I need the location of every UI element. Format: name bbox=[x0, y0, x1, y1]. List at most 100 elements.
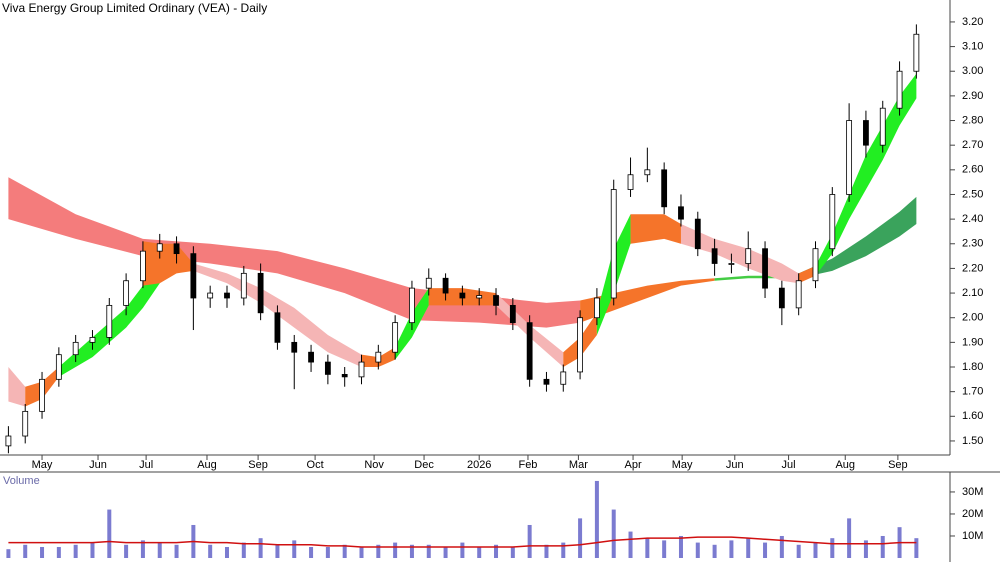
x-tick-label: Oct bbox=[307, 459, 324, 471]
volume-bar bbox=[157, 542, 162, 558]
volume-bar bbox=[662, 540, 667, 558]
y-tick-label: 2.20 bbox=[962, 262, 983, 274]
volume-bar bbox=[393, 542, 398, 558]
candle-body bbox=[72, 341, 79, 356]
x-tick-label: Apr bbox=[624, 459, 641, 471]
y-tick-label: 3.20 bbox=[962, 16, 983, 28]
candle-body bbox=[846, 120, 853, 195]
y-tick-label: 2.40 bbox=[962, 213, 983, 225]
volume-bar bbox=[561, 542, 566, 558]
volume-bar bbox=[208, 544, 213, 558]
candle-body bbox=[560, 371, 567, 385]
volume-bar bbox=[174, 544, 179, 558]
volume-bar bbox=[40, 546, 45, 558]
candle-body bbox=[5, 435, 12, 447]
candle-body bbox=[913, 33, 920, 72]
y-tick-label: 1.80 bbox=[962, 361, 983, 373]
y-tick-label: 2.90 bbox=[962, 90, 983, 102]
candle-body bbox=[140, 250, 146, 282]
y-tick-label: 2.80 bbox=[962, 114, 983, 126]
volume-bar bbox=[258, 538, 263, 558]
candle-body bbox=[812, 248, 819, 282]
candle-body bbox=[156, 243, 163, 252]
volume-bar bbox=[847, 518, 852, 558]
volume-bar bbox=[830, 538, 835, 558]
candle-body bbox=[308, 351, 314, 363]
volume-bar bbox=[443, 546, 448, 558]
volume-bar bbox=[863, 540, 868, 558]
x-tick-label: Dec bbox=[414, 459, 434, 471]
volume-bar bbox=[914, 538, 919, 558]
volume-bar bbox=[409, 544, 414, 558]
volume-bar bbox=[494, 544, 499, 558]
volume-bar bbox=[813, 542, 818, 558]
x-tick-label: May bbox=[32, 459, 53, 471]
volume-bar bbox=[90, 542, 95, 558]
candle-body bbox=[863, 120, 869, 146]
candle-body bbox=[879, 107, 886, 146]
volume-bar bbox=[359, 546, 364, 558]
candle-body bbox=[745, 248, 752, 264]
y-tick-label: 2.70 bbox=[962, 139, 983, 151]
y-tick-label: 2.10 bbox=[962, 287, 983, 299]
volume-bar bbox=[292, 540, 297, 558]
ribbon bbox=[8, 367, 26, 407]
volume-bar bbox=[611, 509, 616, 558]
candle-body bbox=[392, 322, 399, 353]
candle-body bbox=[190, 253, 197, 299]
volume-bar bbox=[796, 544, 801, 558]
ribbon bbox=[798, 265, 816, 284]
candle-body bbox=[644, 169, 651, 176]
volume-bar bbox=[426, 544, 431, 558]
volume-bar bbox=[275, 544, 280, 558]
y-tick-label: 1.60 bbox=[962, 410, 983, 422]
candle-body bbox=[476, 295, 483, 299]
volume-bar bbox=[763, 542, 768, 558]
ribbon bbox=[815, 73, 917, 276]
candle-body bbox=[778, 287, 785, 309]
x-tick-label: Aug bbox=[197, 459, 217, 471]
candle-body bbox=[795, 280, 802, 309]
candle-body bbox=[375, 351, 382, 363]
candle-body bbox=[425, 277, 432, 289]
volume-bar bbox=[544, 544, 549, 558]
volume-bar bbox=[779, 535, 784, 558]
volume-bar bbox=[645, 538, 650, 558]
candle-body bbox=[324, 361, 331, 375]
y-tick-label: 1.50 bbox=[962, 435, 983, 447]
x-tick-label: Jul bbox=[782, 459, 796, 471]
candle-body bbox=[526, 322, 533, 380]
candle-body bbox=[509, 304, 516, 324]
volume-bar bbox=[460, 542, 465, 558]
candle-body bbox=[257, 272, 264, 314]
volume-bar bbox=[309, 546, 314, 558]
x-tick-label: 2026 bbox=[467, 459, 491, 471]
y-tick-label: 3.00 bbox=[962, 65, 983, 77]
volume-bar bbox=[23, 544, 28, 558]
volume-bar bbox=[241, 542, 246, 558]
volume-bar bbox=[729, 540, 734, 558]
volume-bar bbox=[107, 509, 112, 558]
ribbon bbox=[8, 177, 581, 328]
candle-body bbox=[22, 410, 29, 437]
candle-body bbox=[39, 378, 45, 412]
candle-body bbox=[627, 174, 634, 190]
candle-body bbox=[896, 70, 903, 109]
x-tick-label: Nov bbox=[364, 459, 384, 471]
candle-body bbox=[829, 194, 836, 250]
ribbon bbox=[714, 273, 799, 281]
candle-body bbox=[711, 248, 718, 264]
volume-bar bbox=[695, 542, 700, 558]
volume-bar bbox=[224, 546, 229, 558]
x-tick-label: Mar bbox=[569, 459, 588, 471]
volume-bar bbox=[578, 518, 583, 558]
volume-bar bbox=[628, 531, 633, 558]
candle-body bbox=[594, 297, 600, 319]
volume-bar bbox=[880, 535, 885, 558]
volume-bar bbox=[140, 540, 145, 558]
candle-body bbox=[442, 277, 449, 294]
volume-bar bbox=[6, 549, 11, 558]
candle-body bbox=[661, 169, 668, 208]
